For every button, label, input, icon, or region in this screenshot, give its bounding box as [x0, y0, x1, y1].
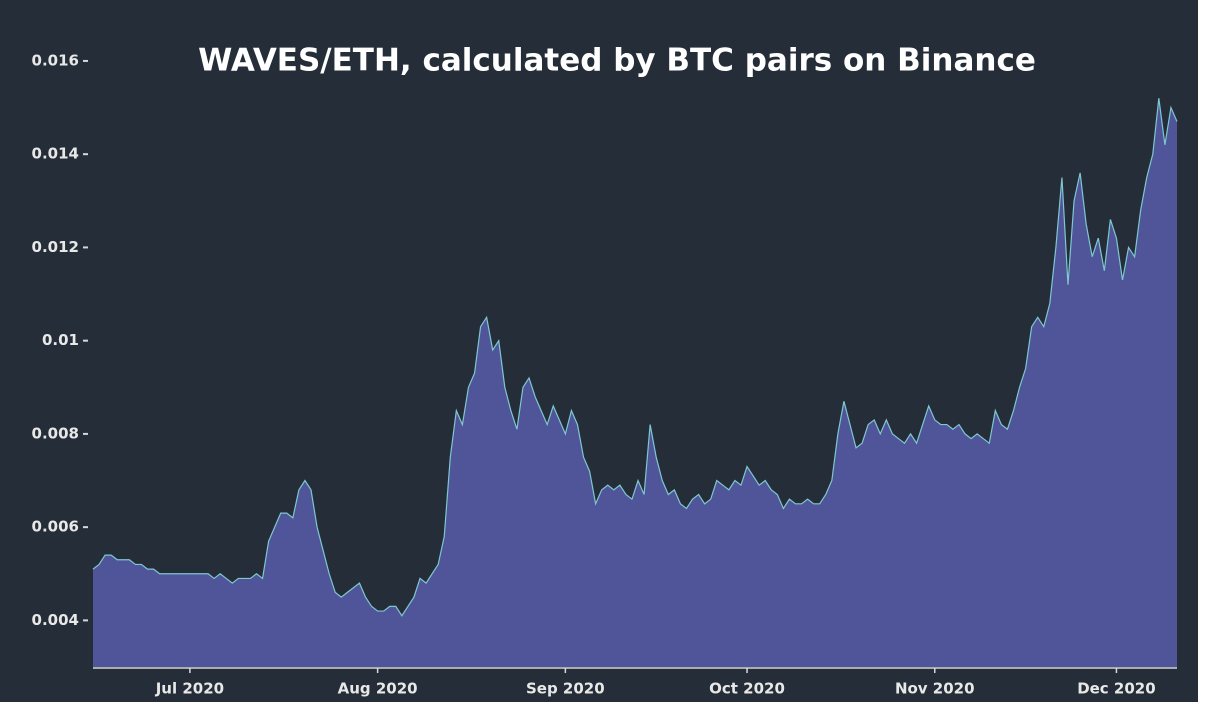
y-tick-label: 0.01 — [42, 331, 79, 349]
y-tick-label: 0.004 — [32, 611, 79, 629]
x-tick-label: Sep 2020 — [526, 680, 605, 698]
chart-title: WAVES/ETH, calculated by BTC pairs on Bi… — [198, 43, 1036, 79]
y-tick-label: 0.014 — [32, 145, 79, 163]
plot-area — [92, 98, 1178, 668]
y-tick-label: 0.016 — [32, 51, 79, 69]
x-tick-label: Jul 2020 — [155, 680, 224, 698]
x-tick-label: Dec 2020 — [1077, 680, 1156, 698]
x-tick-label: Oct 2020 — [709, 680, 785, 698]
area-line — [92, 98, 1178, 617]
y-tick-label: 0.006 — [32, 518, 79, 536]
y-tick-label: 0.012 — [32, 238, 79, 256]
x-tick-label: Nov 2020 — [895, 680, 975, 698]
y-tick-label: 0.008 — [32, 424, 79, 442]
x-tick-label: Aug 2020 — [338, 680, 418, 698]
area-fill — [93, 98, 1177, 668]
